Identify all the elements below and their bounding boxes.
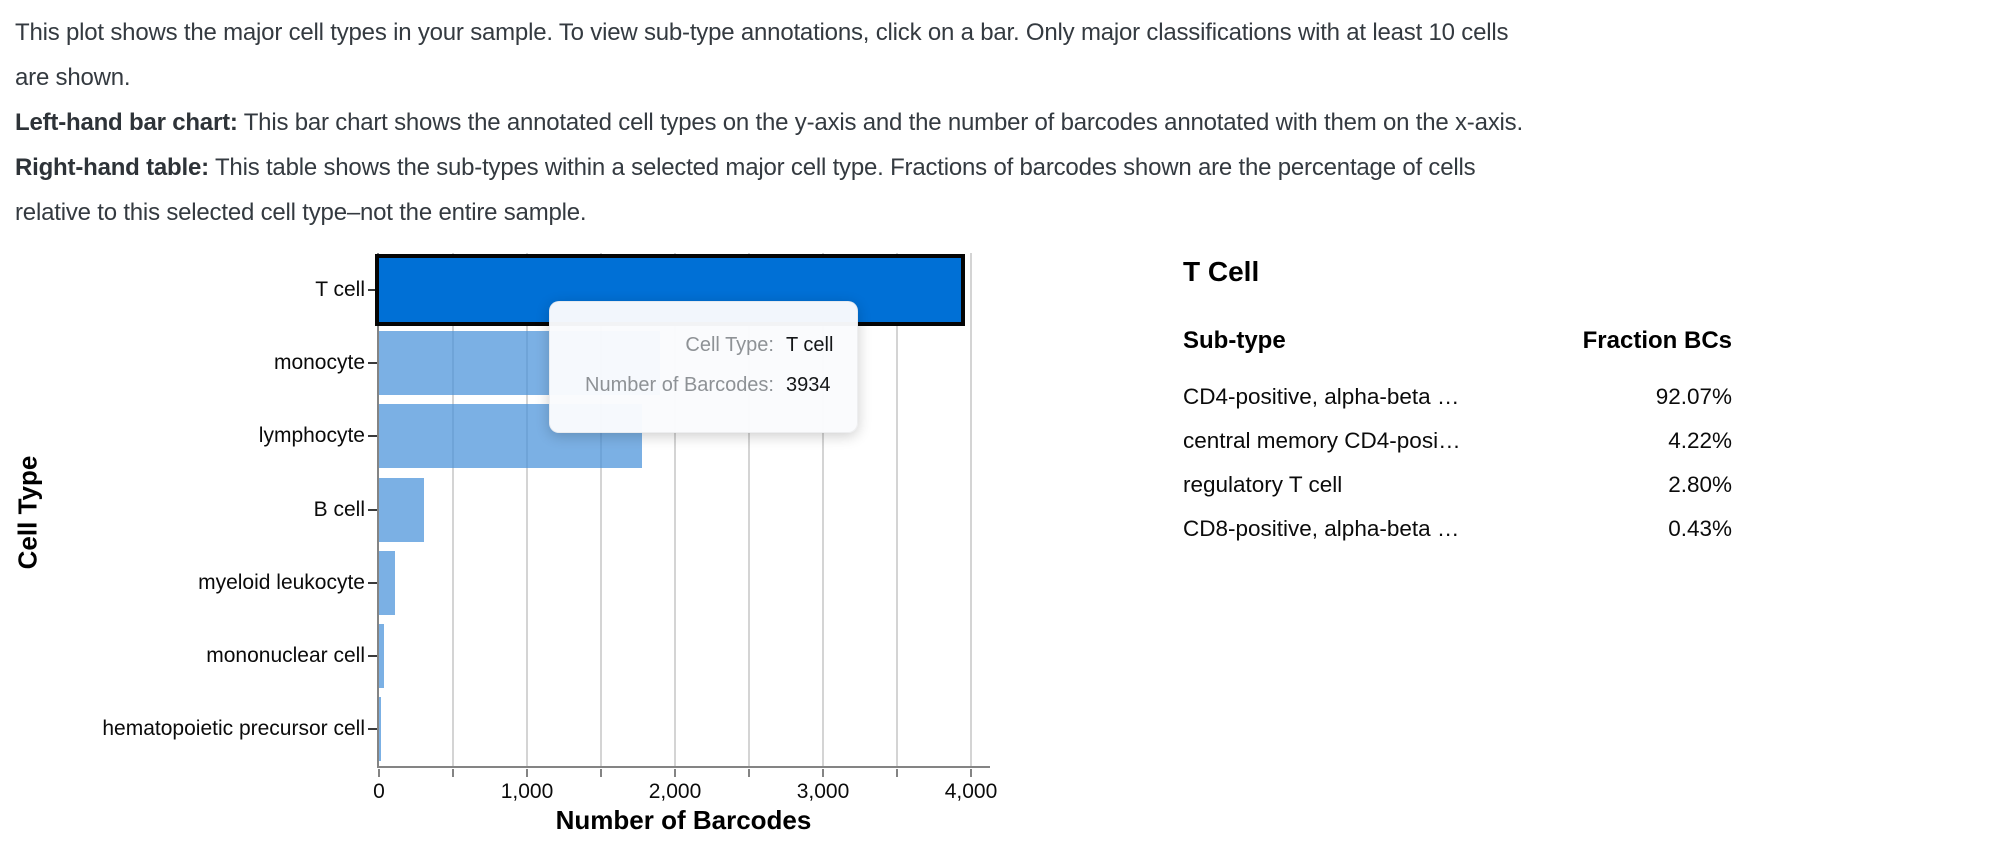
y-tick-5 (368, 655, 377, 658)
x-tick-500 (452, 769, 454, 777)
bar-hematopoietic-precursor-cell[interactable] (379, 697, 382, 762)
bar-myeloid-leukocyte[interactable] (379, 550, 395, 615)
subtype-row-1: CD4-positive, alpha-beta … 92.07% (1183, 384, 1732, 428)
y-label-b-cell: B cell (313, 497, 365, 521)
y-label-myeloid-leukocyte: myeloid leukocyte (198, 570, 365, 594)
bar-tooltip: Cell Type: T cell Number of Barcodes: 39… (549, 301, 858, 433)
tooltip-num-barcodes-label: Number of Barcodes: (585, 374, 774, 396)
y-tick-3 (368, 508, 377, 511)
y-label-lymphocyte: lymphocyte (258, 424, 365, 448)
subtype-name: CD8-positive, alpha-beta … (1183, 516, 1460, 541)
y-tick-4 (368, 581, 377, 584)
subtype-row-2: central memory CD4-posi… 4.22% (1183, 428, 1732, 472)
gridline-1000 (526, 253, 528, 766)
description-line-1: This plot shows the major cell types in … (15, 19, 1509, 46)
subtype-table-rows: CD4-positive, alpha-beta … 92.07% central … (1183, 384, 1732, 560)
subtype-fraction: 0.43% (1668, 516, 1732, 541)
bar-b-cell[interactable] (379, 477, 425, 542)
gridline-1500 (600, 253, 602, 766)
y-label-mononuclear-cell: mononuclear cell (206, 644, 365, 668)
y-tick-1 (368, 361, 377, 364)
cell-types-bar-chart: Cell Type 0 1,000 2,000 3,000 4,000 Number o… (13, 253, 998, 835)
tooltip-num-barcodes-value: 3934 (786, 374, 831, 396)
subtype-panel: T Cell Sub-type Fraction BCs CD4-positiv… (1183, 256, 1732, 560)
description-line-4: Right-hand table: This table shows the s… (15, 154, 1476, 181)
subtype-name: central memory CD4-posi… (1183, 428, 1461, 453)
x-tick-label-1000: 1,000 (500, 780, 554, 803)
x-tick-1000 (526, 769, 528, 777)
x-axis-line (377, 766, 990, 768)
y-tick-2 (368, 435, 377, 438)
description-line-2: are shown. (15, 64, 131, 91)
x-tick-label-4000: 4,000 (944, 780, 998, 803)
subtype-fraction: 4.22% (1668, 428, 1732, 453)
fraction-column-header: Fraction BCs (1582, 327, 1732, 354)
description-bold-label: Left-hand bar chart: (15, 109, 238, 136)
bar-mononuclear-cell[interactable] (379, 624, 385, 689)
x-tick-3500 (896, 769, 898, 777)
description-line-5: relative to this selected cell type–not … (15, 199, 587, 226)
gridline-3500 (896, 253, 898, 766)
gridline-4000 (970, 253, 972, 766)
x-tick-label-0: 0 (373, 780, 385, 803)
y-label-monocyte: monocyte (273, 350, 365, 374)
gridline-500 (452, 253, 454, 766)
y-label-t-cell: T cell (315, 277, 365, 301)
description-line-3: Left-hand bar chart: This bar chart show… (15, 109, 1523, 136)
subtype-row-4: CD8-positive, alpha-beta … 0.43% (1183, 516, 1732, 560)
tooltip-cell-type-value: T cell (786, 334, 834, 356)
x-tick-label-3000: 3,000 (796, 780, 850, 803)
x-tick-2000 (674, 769, 676, 777)
subtype-fraction: 2.80% (1668, 472, 1732, 497)
subtype-column-header: Sub-type (1183, 327, 1286, 354)
gridline-2000 (674, 253, 676, 766)
x-tick-2500 (748, 769, 750, 777)
subtype-fraction: 92.07% (1655, 384, 1732, 409)
tooltip-row-cell-type: Cell Type: T cell (550, 325, 857, 365)
subtype-row-3: regulatory T cell 2.80% (1183, 472, 1732, 516)
tooltip-cell-type-label: Cell Type: (685, 334, 774, 356)
description-text: This plot shows the major cell types in … (15, 10, 1975, 235)
subtype-name: CD4-positive, alpha-beta … (1183, 384, 1460, 409)
subtype-name: regulatory T cell (1183, 472, 1343, 497)
y-axis-line (377, 253, 379, 768)
y-label-hematopoietic-precursor-cell: hematopoietic precursor cell (102, 717, 365, 741)
x-tick-label-2000: 2,000 (648, 780, 702, 803)
x-axis-title: Number of Barcodes (555, 805, 812, 835)
x-tick-3000 (822, 769, 824, 777)
x-tick-0 (378, 769, 380, 777)
tooltip-row-num-barcodes: Number of Barcodes: 3934 (550, 365, 857, 405)
description-bold-label: Right-hand table: (15, 154, 209, 181)
subtype-panel-title: T Cell (1183, 256, 1260, 287)
subtype-table-header: Sub-type Fraction BCs (1183, 327, 1732, 355)
y-tick-6 (368, 728, 377, 731)
x-tick-1500 (600, 769, 602, 777)
gridline-3000 (822, 253, 824, 766)
gridline-2500 (748, 253, 750, 766)
y-tick-0 (368, 288, 377, 291)
x-tick-4000 (970, 769, 972, 777)
